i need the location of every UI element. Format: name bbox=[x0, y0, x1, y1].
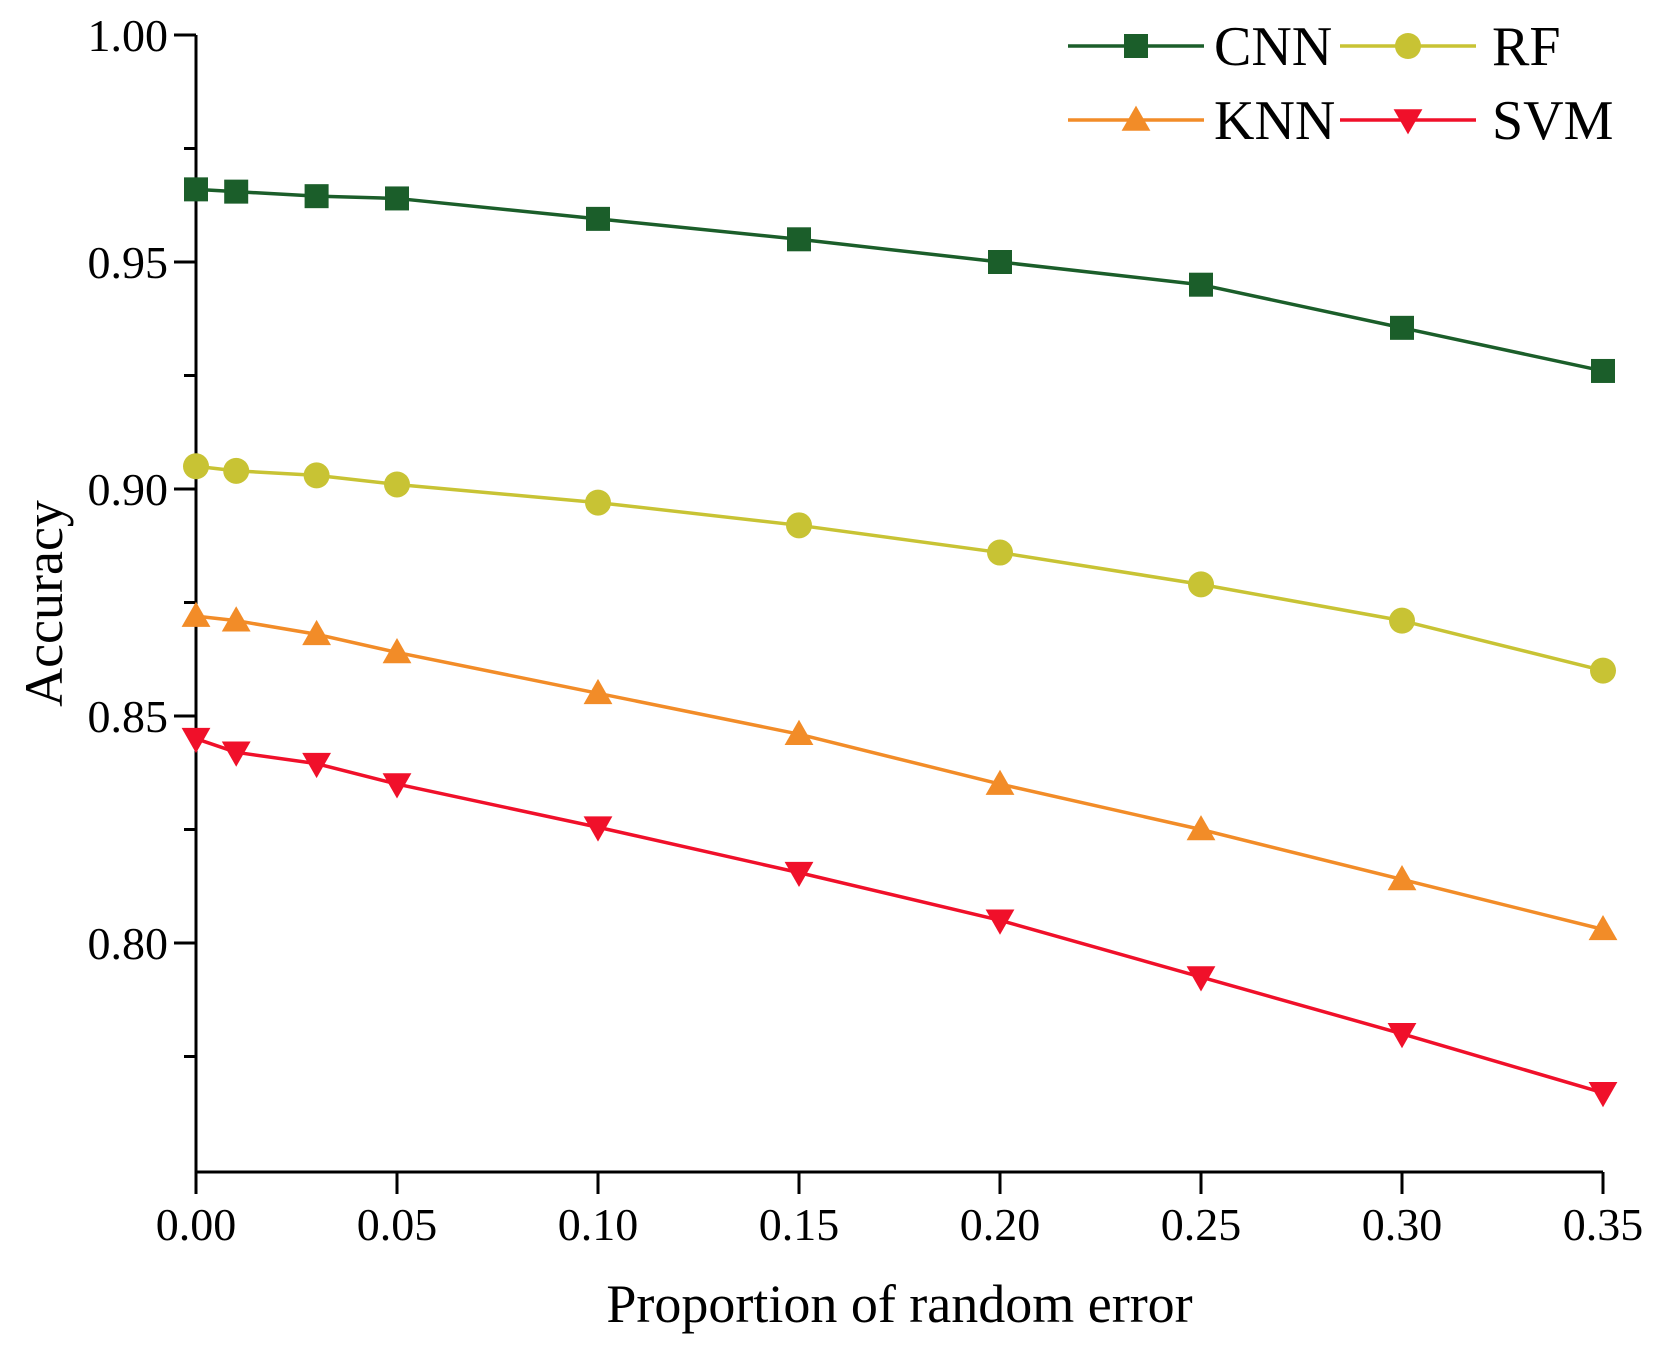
series-line-cnn bbox=[195, 187, 1604, 373]
data-point-svm bbox=[1186, 966, 1216, 992]
x-tick-label: 0.10 bbox=[558, 1199, 639, 1250]
data-point-knn bbox=[221, 606, 251, 632]
data-point-knn bbox=[382, 638, 412, 664]
data-point-svm bbox=[382, 773, 412, 799]
data-point-svm bbox=[985, 909, 1015, 935]
data-point-cnn bbox=[385, 186, 409, 211]
legend-label-cnn: CNN bbox=[1214, 16, 1332, 78]
data-point-rf bbox=[303, 462, 330, 489]
data-point-knn bbox=[1387, 865, 1417, 891]
data-point-rf bbox=[1188, 571, 1214, 598]
legend-marker-svm bbox=[1393, 109, 1423, 135]
data-point-knn bbox=[583, 678, 613, 705]
data-point-cnn bbox=[586, 206, 610, 231]
data-point-cnn bbox=[1189, 272, 1213, 297]
data-point-rf bbox=[585, 489, 611, 516]
x-axis-title: Proportion of random error bbox=[606, 1274, 1192, 1334]
series-svm bbox=[181, 727, 1618, 1108]
data-point-cnn bbox=[1591, 358, 1615, 383]
data-point-svm bbox=[1588, 1082, 1618, 1108]
y-axis-title: Accuracy bbox=[14, 500, 74, 707]
legend-item-cnn: CNN bbox=[1068, 16, 1332, 78]
data-point-rf bbox=[786, 512, 812, 539]
y-tick-label: 1.00 bbox=[88, 10, 169, 61]
legend: CNN RF KNN SVM bbox=[1068, 16, 1613, 152]
data-point-cnn bbox=[224, 179, 249, 204]
data-point-cnn bbox=[988, 250, 1012, 274]
legend-marker-knn bbox=[1121, 105, 1151, 131]
data-point-cnn bbox=[787, 227, 811, 252]
data-point-rf bbox=[183, 453, 209, 480]
x-tick-label: 0.15 bbox=[759, 1199, 840, 1250]
series-cnn bbox=[184, 177, 1615, 383]
series bbox=[181, 177, 1618, 1108]
series-line-rf bbox=[195, 464, 1604, 673]
data-point-svm bbox=[302, 752, 331, 779]
data-point-knn bbox=[181, 601, 211, 627]
legend-item-svm: SVM bbox=[1340, 90, 1613, 152]
x-tick-label: 0.00 bbox=[156, 1199, 237, 1250]
y-tick-label: 0.85 bbox=[88, 691, 169, 742]
series-line-knn bbox=[195, 614, 1604, 932]
legend-item-knn: KNN bbox=[1068, 90, 1335, 152]
legend-item-rf: RF bbox=[1340, 16, 1561, 78]
x-tick-label: 0.05 bbox=[357, 1199, 438, 1250]
data-point-knn bbox=[784, 719, 814, 745]
data-point-svm bbox=[221, 741, 251, 767]
data-point-svm bbox=[784, 861, 814, 888]
y-tick-label: 0.90 bbox=[88, 464, 169, 515]
y-tick-label: 0.80 bbox=[88, 918, 169, 969]
data-point-svm bbox=[583, 816, 613, 842]
legend-label-knn: KNN bbox=[1214, 90, 1335, 152]
data-point-rf bbox=[1389, 607, 1415, 634]
legend-label-rf: RF bbox=[1492, 16, 1561, 78]
series-rf bbox=[183, 453, 1616, 684]
legend-marker-cnn bbox=[1124, 34, 1148, 58]
x-tick-label: 0.25 bbox=[1161, 1199, 1242, 1250]
legend-marker-rf bbox=[1395, 33, 1421, 59]
legend-label-svm: SVM bbox=[1492, 90, 1613, 152]
data-point-knn bbox=[985, 769, 1015, 795]
data-point-rf bbox=[384, 471, 410, 498]
data-point-rf bbox=[987, 539, 1013, 566]
y-tick-label: 0.95 bbox=[88, 237, 169, 288]
data-point-cnn bbox=[184, 177, 208, 202]
data-point-rf bbox=[223, 457, 250, 484]
data-point-svm bbox=[1387, 1023, 1417, 1049]
data-point-knn bbox=[1186, 815, 1216, 841]
data-point-svm bbox=[181, 727, 211, 754]
x-tick-label: 0.35 bbox=[1563, 1199, 1644, 1250]
data-point-cnn bbox=[304, 184, 329, 209]
x-tick-label: 0.30 bbox=[1362, 1199, 1443, 1250]
data-point-knn bbox=[1588, 914, 1618, 941]
data-point-knn bbox=[302, 619, 331, 646]
data-point-rf bbox=[1590, 657, 1616, 684]
data-point-cnn bbox=[1390, 315, 1414, 340]
x-tick-label: 0.20 bbox=[960, 1199, 1041, 1250]
ticks: 0.80 0.85 0.90 0.95 1.00 0.00 0.05 0.10 0.15 0.20… bbox=[88, 10, 1644, 1250]
series-line-svm bbox=[195, 737, 1604, 1095]
series-knn bbox=[181, 601, 1618, 941]
